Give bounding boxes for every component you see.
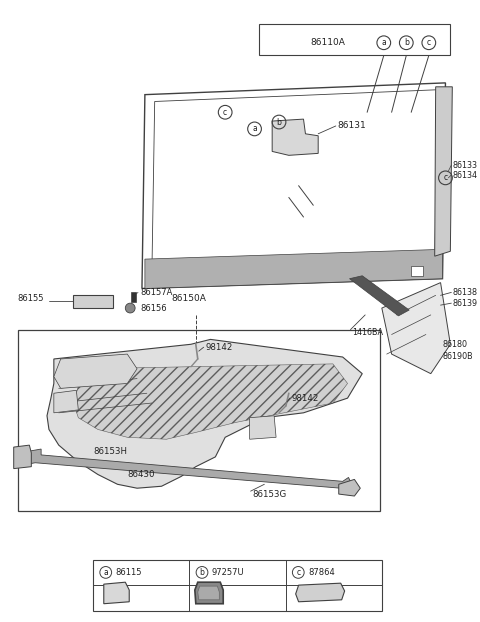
Text: 86134: 86134 xyxy=(452,172,477,180)
Bar xyxy=(411,266,423,276)
Text: 87864: 87864 xyxy=(308,568,335,577)
Polygon shape xyxy=(54,390,78,413)
Text: 1416BA: 1416BA xyxy=(352,328,384,337)
Text: 86139: 86139 xyxy=(452,299,478,308)
Text: 98142: 98142 xyxy=(205,343,233,351)
Polygon shape xyxy=(73,295,113,308)
Polygon shape xyxy=(382,282,450,374)
Text: 97257U: 97257U xyxy=(212,568,244,577)
Polygon shape xyxy=(198,586,219,600)
Text: c: c xyxy=(444,174,447,182)
Polygon shape xyxy=(142,83,445,289)
Text: b: b xyxy=(404,38,409,47)
Text: 86115: 86115 xyxy=(116,568,142,577)
Text: 86190B: 86190B xyxy=(443,351,473,361)
Text: 98142: 98142 xyxy=(292,394,319,402)
Text: c: c xyxy=(296,568,300,577)
Polygon shape xyxy=(272,119,318,156)
Text: 86155: 86155 xyxy=(18,294,44,303)
Polygon shape xyxy=(47,340,362,488)
Text: 86110A: 86110A xyxy=(311,38,346,47)
Polygon shape xyxy=(250,415,276,439)
Bar xyxy=(93,560,382,611)
Text: 86138: 86138 xyxy=(452,288,477,297)
Text: a: a xyxy=(103,568,108,577)
Text: c: c xyxy=(427,38,431,47)
Text: b: b xyxy=(276,118,281,126)
Text: b: b xyxy=(200,568,204,577)
Circle shape xyxy=(125,303,135,313)
Polygon shape xyxy=(24,449,352,491)
Text: 86430: 86430 xyxy=(127,470,155,479)
Polygon shape xyxy=(104,582,129,604)
Polygon shape xyxy=(145,249,443,289)
Polygon shape xyxy=(435,87,452,256)
Polygon shape xyxy=(339,480,360,496)
Text: 86150A: 86150A xyxy=(171,294,206,303)
Text: 86153H: 86153H xyxy=(93,447,127,457)
Bar xyxy=(260,24,450,55)
Polygon shape xyxy=(195,582,223,604)
Text: a: a xyxy=(252,124,257,133)
Text: c: c xyxy=(223,108,227,117)
Text: 86180: 86180 xyxy=(443,340,468,349)
Polygon shape xyxy=(296,583,345,601)
Polygon shape xyxy=(54,354,137,388)
Text: 86131: 86131 xyxy=(338,121,367,131)
Text: a: a xyxy=(382,38,386,47)
Text: 86156: 86156 xyxy=(140,304,167,313)
Polygon shape xyxy=(14,445,31,468)
Polygon shape xyxy=(349,276,409,316)
Bar xyxy=(18,330,380,511)
Polygon shape xyxy=(73,364,348,439)
Bar xyxy=(131,292,136,302)
Text: 86153G: 86153G xyxy=(252,490,287,499)
Text: 86157A: 86157A xyxy=(140,288,172,297)
Text: 86133: 86133 xyxy=(452,160,477,170)
